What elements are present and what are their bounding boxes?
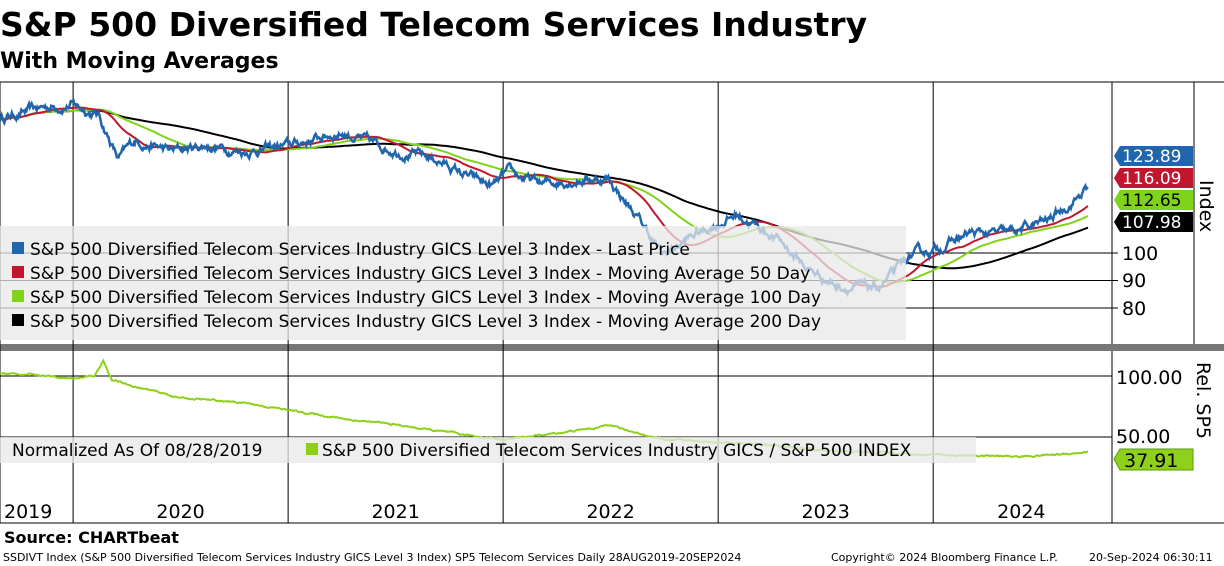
tag-ma100-value: 112.65 [1122,191,1181,211]
tag-ma50 [1114,168,1193,188]
lower-legend: Normalized As Of 08/28/2019 S&P 500 Dive… [0,437,976,463]
chart-title: S&P 500 Diversified Telecom Services Ind… [0,5,867,44]
legend-normalized: Normalized As Of 08/28/2019 [12,441,262,461]
footer-timestamp: 20-Sep-2024 06:30:11 [1089,551,1213,564]
tag-price [1114,146,1193,166]
tag-ma100 [1114,190,1193,210]
legend-swatch-price [12,242,24,254]
panel-divider[interactable] [0,344,1224,351]
rel-last-value: 37.91 [1124,450,1178,472]
ytick-90: 90 [1122,270,1146,292]
legend-rel: S&P 500 Diversified Telecom Services Ind… [322,441,912,461]
tag-rel [1113,448,1194,471]
year-label-2020: 2020 [156,501,204,523]
footer-description: SSDIVT Index (S&P 500 Diversified Teleco… [3,551,741,564]
legend-swatch-ma50 [12,266,24,278]
tag-ma200 [1114,212,1193,232]
lower-y-axis: 100.00 50.00 Rel. SP5 37.91 [1113,362,1214,472]
year-label-2024: 2024 [997,501,1045,523]
ytick-80: 80 [1122,298,1146,320]
tag-ma50-value: 116.09 [1122,169,1181,189]
legend-price: S&P 500 Diversified Telecom Services Ind… [30,240,690,260]
legend-ma100: S&P 500 Diversified Telecom Services Ind… [30,288,821,308]
value-tags: 123.89 116.09 112.65 107.98 [1114,146,1193,233]
chart-subtitle: With Moving Averages [0,49,279,74]
legend-swatch-ma200 [12,314,24,326]
upper-legend: S&P 500 Diversified Telecom Services Ind… [0,226,906,340]
ytick-100.00: 100.00 [1116,367,1182,389]
price-line [0,98,1089,298]
source: Source: CHARTbeat [4,528,179,547]
upper-series [0,98,1089,298]
ma100-line [0,108,1089,284]
year-label-2023: 2023 [801,501,849,523]
x-axis: 2019 2020 2021 2022 2023 2024 [4,501,1046,523]
lower-axis-label: Rel. SP5 [1192,362,1214,439]
year-label-2019: 2019 [4,501,52,523]
upper-axis-label: Index [1195,180,1217,232]
tag-price-value: 123.89 [1122,147,1181,167]
legend-ma50: S&P 500 Diversified Telecom Services Ind… [30,264,810,284]
ytick-50.00: 50.00 [1116,426,1170,448]
upper-y-axis: 100 90 80 Index [1122,180,1217,320]
tag-ma200-value: 107.98 [1122,213,1181,233]
legend-swatch-rel [306,443,318,455]
ytick-100: 100 [1122,243,1158,265]
year-label-2022: 2022 [586,501,634,523]
footer-copyright: Copyright© 2024 Bloomberg Finance L.P. [831,551,1058,564]
legend-swatch-ma100 [12,290,24,302]
legend-ma200: S&P 500 Diversified Telecom Services Ind… [30,312,821,332]
year-label-2021: 2021 [371,501,419,523]
